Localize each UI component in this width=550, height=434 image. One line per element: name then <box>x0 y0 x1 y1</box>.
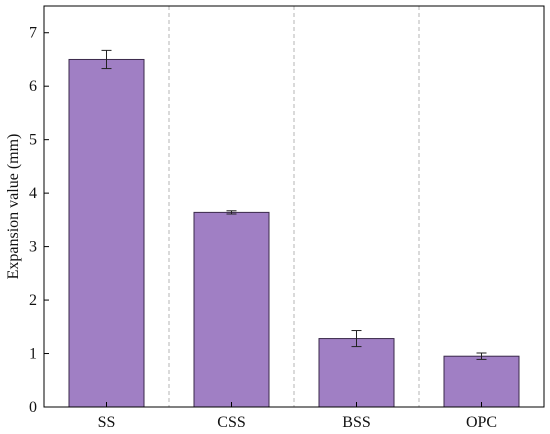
plot-frame <box>43 5 545 408</box>
x-axis-ticks: SS CSS BSS OPC <box>98 402 497 431</box>
y-tick-label: 5 <box>29 132 37 149</box>
y-tick-label: 4 <box>29 185 37 202</box>
y-tick-label: 3 <box>29 239 37 256</box>
x-tick-label: BSS <box>342 414 370 431</box>
y-axis-label: Expansion value (mm) <box>5 134 22 280</box>
y-tick-label: 2 <box>29 292 37 309</box>
bar-bss <box>318 338 395 408</box>
bar-opc <box>443 355 520 408</box>
x-tick-label: CSS <box>217 414 245 431</box>
error-bar-ss <box>101 49 112 70</box>
y-tick-label: 7 <box>29 25 37 42</box>
error-bars-layer <box>101 49 487 360</box>
error-bar-css <box>226 210 237 215</box>
x-tick-label: SS <box>98 414 116 431</box>
category-separators <box>168 6 420 407</box>
bar-css <box>193 211 270 408</box>
y-axis-ticks: 0 1 2 3 4 5 6 7 <box>29 25 49 416</box>
y-tick-label: 1 <box>29 346 37 363</box>
error-bar-opc <box>476 352 487 360</box>
y-tick-label: 0 <box>29 399 37 416</box>
y-tick-label: 6 <box>29 78 37 95</box>
bar-ss <box>68 58 145 408</box>
x-tick-label: OPC <box>466 414 497 431</box>
error-bar-bss <box>351 330 362 348</box>
